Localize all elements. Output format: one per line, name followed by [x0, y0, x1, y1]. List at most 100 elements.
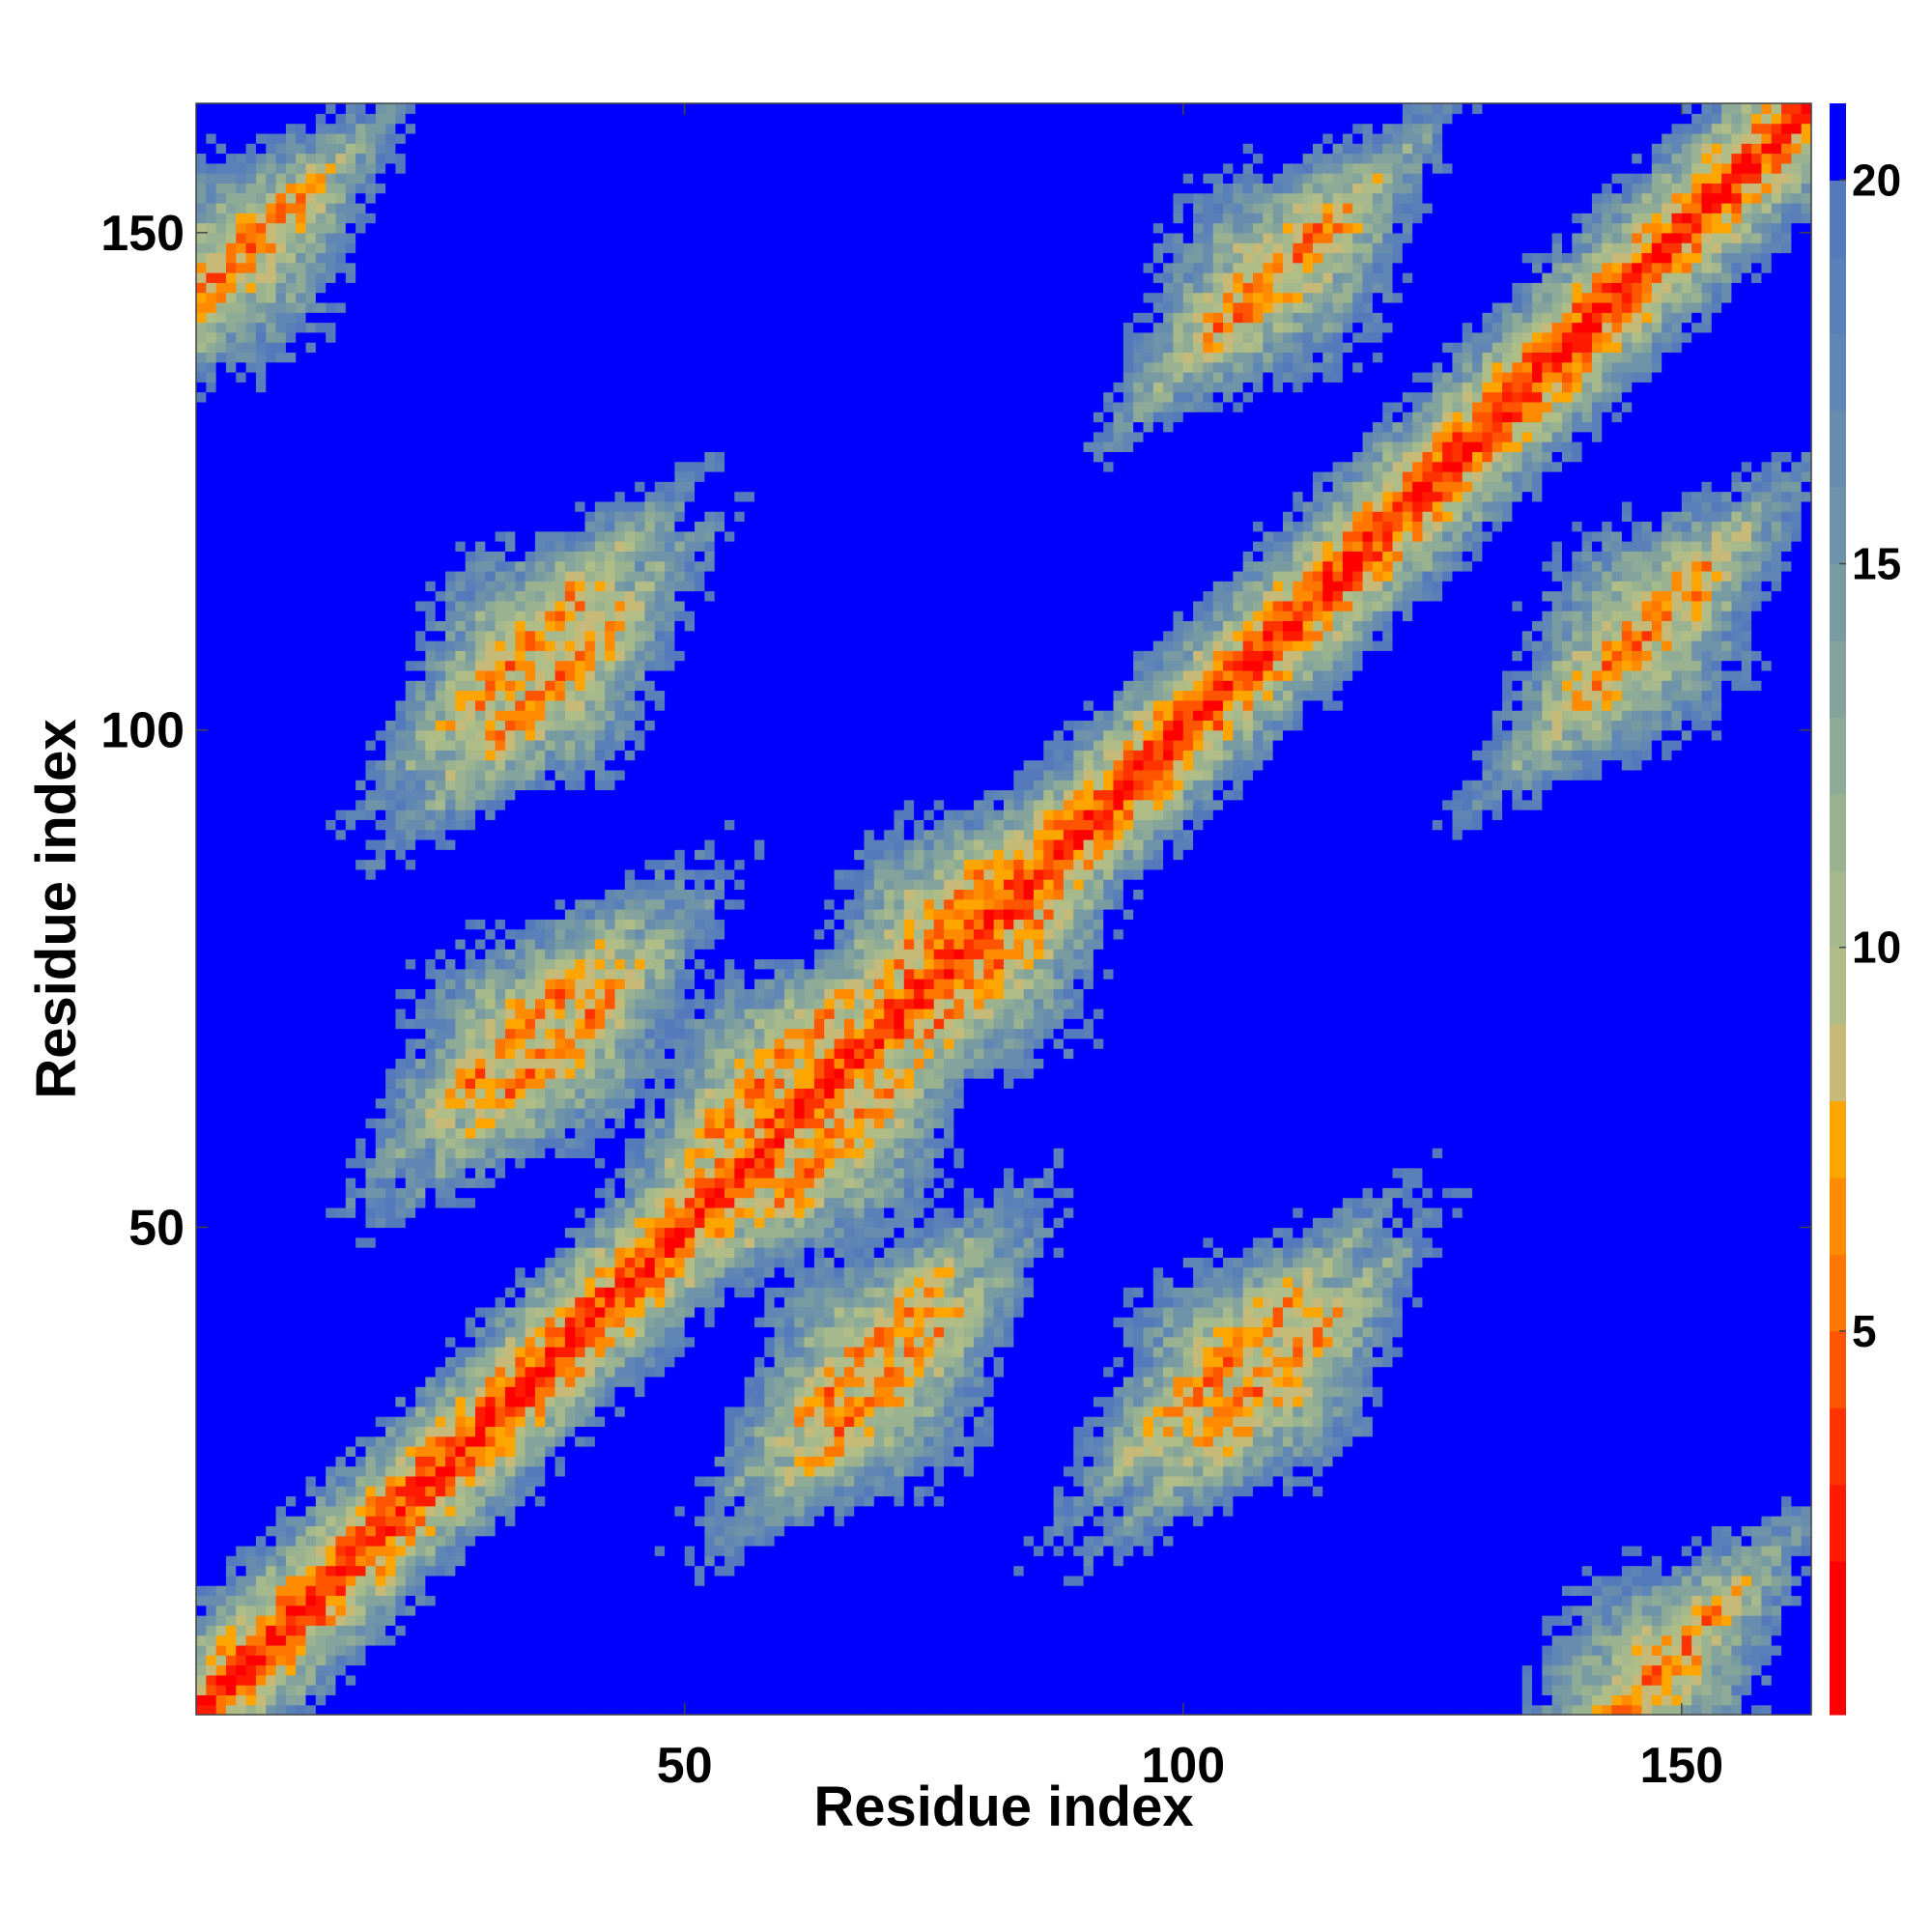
- heatmap-cell: [1662, 1694, 1673, 1706]
- heatmap-cell: [1302, 1644, 1314, 1656]
- heatmap-cell: [564, 1516, 576, 1526]
- heatmap-cell: [1681, 1585, 1692, 1597]
- heatmap-cell: [326, 1416, 337, 1428]
- heatmap-cell: [575, 1694, 586, 1706]
- heatmap-cell: [1093, 1704, 1104, 1716]
- heatmap-cell: [1372, 1674, 1383, 1686]
- heatmap-cell: [1362, 1565, 1374, 1577]
- heatmap-cell: [1462, 1704, 1473, 1716]
- heatmap-cell: [495, 1595, 506, 1606]
- heatmap-cell: [1043, 1685, 1055, 1696]
- heatmap-cell: [894, 1495, 905, 1507]
- heatmap-cell: [1542, 1555, 1553, 1567]
- heatmap-cell: [764, 1644, 776, 1656]
- heatmap-cell: [1791, 1644, 1803, 1656]
- heatmap-cell: [1182, 1426, 1194, 1437]
- heatmap-cell: [485, 1505, 497, 1517]
- heatmap-cell: [1103, 1634, 1115, 1646]
- heatmap-cell: [465, 1446, 476, 1457]
- heatmap-cell: [1482, 1704, 1493, 1716]
- heatmap-cell: [575, 1674, 586, 1686]
- heatmap-cell: [1621, 1685, 1633, 1696]
- heatmap-cell: [1233, 1585, 1244, 1597]
- heatmap-cell: [1293, 1565, 1304, 1577]
- heatmap-cell: [1572, 1465, 1583, 1477]
- heatmap-cell: [245, 1456, 257, 1467]
- heatmap-cell: [1651, 1505, 1662, 1517]
- heatmap-cell: [783, 1416, 795, 1428]
- heatmap-cell: [903, 1465, 915, 1477]
- heatmap-cell: [564, 1685, 576, 1696]
- heatmap-cell: [285, 1704, 297, 1716]
- heatmap-cell: [1013, 1595, 1025, 1606]
- heatmap-cell: [1621, 1565, 1633, 1577]
- heatmap-cell: [504, 1465, 516, 1477]
- heatmap-cell: [774, 1435, 785, 1447]
- heatmap-cell: [1253, 1516, 1264, 1526]
- heatmap-cell: [1561, 1625, 1573, 1636]
- heatmap-cell: [974, 1625, 984, 1636]
- heatmap-cell: [1013, 1446, 1025, 1457]
- heatmap-cell: [1452, 1525, 1463, 1537]
- heatmap-cell: [1053, 1625, 1065, 1636]
- heatmap-cell: [1551, 1615, 1563, 1626]
- heatmap-cell: [355, 1426, 367, 1437]
- heatmap-cell: [1452, 1704, 1463, 1716]
- heatmap-cell: [405, 1634, 416, 1646]
- heatmap-cell: [1691, 1426, 1703, 1437]
- heatmap-cell: [206, 1525, 217, 1537]
- heatmap-cell: [525, 1704, 536, 1716]
- heatmap-cell: [1452, 1426, 1463, 1437]
- heatmap-cell: [1621, 1595, 1633, 1606]
- heatmap-cell: [714, 1634, 725, 1646]
- heatmap-cell: [405, 1406, 416, 1417]
- heatmap-cell: [1013, 1495, 1025, 1507]
- heatmap-cell: [1422, 1535, 1434, 1547]
- heatmap-cell: [744, 1516, 755, 1526]
- heatmap-cell: [545, 1545, 556, 1556]
- heatmap-cell: [1033, 1634, 1044, 1646]
- heatmap-cell: [993, 1545, 1005, 1556]
- heatmap-cell: [594, 1694, 606, 1706]
- heatmap-cell: [1602, 1505, 1613, 1517]
- heatmap-cell: [305, 1694, 317, 1706]
- heatmap-cell: [644, 1426, 656, 1437]
- heatmap-cell: [903, 1545, 915, 1556]
- heatmap-cell: [993, 1475, 1005, 1487]
- heatmap-cell: [285, 1664, 297, 1676]
- heatmap-cell: [1791, 1456, 1803, 1467]
- heatmap-cell: [903, 1685, 915, 1696]
- heatmap-cell: [1691, 1465, 1703, 1477]
- heatmap-cell: [1372, 1545, 1383, 1556]
- heatmap-cell: [1173, 1486, 1184, 1497]
- heatmap-cell: [1083, 1585, 1094, 1597]
- heatmap-cell: [674, 1644, 686, 1656]
- heatmap-cell: [1193, 1505, 1205, 1517]
- heatmap-cell: [1581, 1644, 1593, 1656]
- heatmap-cell: [1422, 1516, 1434, 1526]
- heatmap-cell: [1352, 1575, 1364, 1586]
- heatmap-cell: [385, 1585, 397, 1597]
- heatmap-cell: [534, 1465, 546, 1477]
- heatmap-cell: [1432, 1605, 1443, 1616]
- heatmap-cell: [355, 1465, 367, 1477]
- heatmap-cell: [1462, 1486, 1473, 1497]
- heatmap-cell: [605, 1475, 616, 1487]
- heatmap-cell: [445, 1575, 456, 1586]
- heatmap-cell: [515, 1406, 526, 1417]
- heatmap-cell: [1602, 1535, 1613, 1547]
- heatmap-cell: [1781, 1426, 1792, 1437]
- heatmap-cell: [266, 1545, 277, 1556]
- heatmap-cell: [465, 1685, 476, 1696]
- heatmap-cell: [734, 1704, 746, 1716]
- heatmap-cell: [1223, 1694, 1234, 1706]
- heatmap-cell: [1482, 1545, 1493, 1556]
- heatmap-cell: [1163, 1664, 1175, 1676]
- heatmap-cell: [395, 1446, 407, 1457]
- heatmap-cell: [1193, 1535, 1205, 1547]
- heatmap-cell: [385, 1634, 397, 1646]
- heatmap-cells: [196, 103, 1812, 1716]
- heatmap-cell: [894, 1615, 905, 1626]
- heatmap-cell: [635, 1535, 646, 1547]
- heatmap-cell: [624, 1565, 636, 1577]
